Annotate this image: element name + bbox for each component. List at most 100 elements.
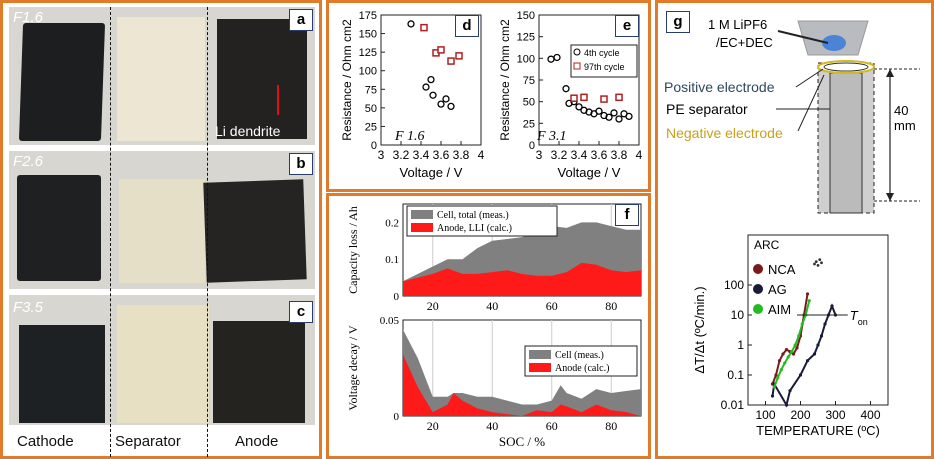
anode-sheet [217,19,307,139]
x-tick-label: 60 [546,419,558,433]
data-point [805,359,810,363]
y-tick-label: 125 [359,47,377,59]
data-point [820,261,823,265]
x-tick-label: 200 [790,408,810,422]
x-axis-label: TEMPERATURE (ºC) [756,423,880,438]
chart-d: 3 3.2 3.4 3.6 3.8 4 0 25 50 75 100 125 150 175 Voltage… [340,10,485,180]
separator-sheet [119,179,205,283]
cathode-sheet [18,23,106,141]
data-point [797,334,801,338]
data-point [816,264,820,267]
chart-de: 3 3.2 3.4 3.6 3.8 40255075100125150175Voltage… [340,10,643,180]
data-point [447,102,455,111]
x-axis-label: SOC / % [499,434,545,449]
panel-tag-g: g [666,11,690,33]
legend-swatch [529,363,551,372]
data-point [600,95,608,103]
x-tick-label: 60 [546,299,558,313]
data-point [427,75,435,84]
positive-electrode-label: Positive electrode [664,79,775,95]
y-tick-label: 100 [517,53,535,65]
x-tick-label: 3.6 [591,148,608,162]
column-divider [207,7,208,457]
y-tick-label: 0.2 [385,217,399,229]
y-tick-label: 0 [371,140,377,152]
x-tick-label: 4 [636,148,643,162]
y-axis-label: Capacity loss / Ah [346,206,360,294]
legend-box [570,44,638,78]
x-tick-label: 3.4 [571,148,588,162]
x-tick-label: 300 [825,408,845,422]
annotation-e: F 3.1 [537,129,567,144]
x-tick-label: 20 [427,299,439,313]
data-point [407,20,415,28]
y-tick-label: 0.01 [721,398,745,412]
data-point [429,91,437,99]
data-point [791,352,796,356]
panel-tag-d: d [455,15,479,37]
data-point [819,334,824,338]
area-series [403,354,641,416]
panel-tag-f: f [615,204,639,226]
legend-marker [753,264,763,274]
y-tick-label: 0.05 [380,315,400,327]
data-point [823,322,827,326]
legend-marker [573,62,581,70]
data-point [553,53,561,62]
legend-label: AIM [768,302,791,317]
legend-label: NCA [768,262,796,277]
cathode-sheet [17,175,101,281]
panel-f-frame: 20 40 60 80 0 0.1 0.2 Capacity loss / Ah Cell, t… [326,193,651,459]
data-point [784,348,789,352]
x-tick-label: 3 [378,148,385,162]
anode-sheet [203,179,307,283]
photo-panel: F1.6 F2.6 F3.5 a b c Li dendrite Cathode… [0,0,322,459]
legend-label: 4th cycle [584,48,620,58]
data-point [781,352,785,356]
y-axis-label: Resistance / Ohm cm2 [498,19,512,141]
electrolyte-drop [822,35,846,51]
separator-sheet [117,17,205,141]
data-point [420,23,428,32]
data-point [580,93,588,102]
y-tick-label: 100 [359,66,377,78]
data-point [437,46,445,54]
legend-swatch [529,350,551,359]
data-point [818,258,822,262]
panel-tag-e: e [615,15,639,37]
anode-sheet [213,321,305,423]
legend-label: Anode, LLI (calc.) [437,223,512,234]
y-tick-label: 150 [359,29,377,41]
data-point [447,57,455,65]
panel-tag-b: b [289,153,313,175]
column-divider [110,7,111,457]
photo-row-c [9,295,315,425]
data-point [784,403,789,407]
data-point [790,350,794,354]
column-label-anode: Anode [235,433,279,450]
data-point [788,389,792,393]
row-label-b: F2.6 [13,153,44,170]
cell-diagram [776,20,920,214]
panel-de-frame: 3 3.2 3.4 3.6 3.8 4 0 25 50 75 100 125 150 175 Voltage… [326,0,651,192]
x-tick-label: 3.4 [413,148,430,162]
data-point [570,94,578,102]
y-axis-label: Voltage decay / V [346,325,360,411]
electrolyte-label: 1 M LiPF6 [708,17,768,32]
data-point [610,109,618,117]
x-tick-label: 80 [605,299,617,313]
y-axis-label: ΔT/Δt (ºC/min.) [692,286,707,373]
data-point [575,103,583,111]
x-tick-label: 3 [536,148,543,162]
data-point [776,376,780,380]
data-point [783,361,787,365]
photo-row-b [9,151,315,289]
x-tick-label: 3.2 [393,148,410,162]
data-point [830,304,834,308]
legend-marker [753,284,763,294]
y-tick-label: 0 [529,140,535,152]
data-point [777,359,782,363]
y-tick-label: 10 [731,308,745,322]
onset-label-sub: on [858,317,868,327]
